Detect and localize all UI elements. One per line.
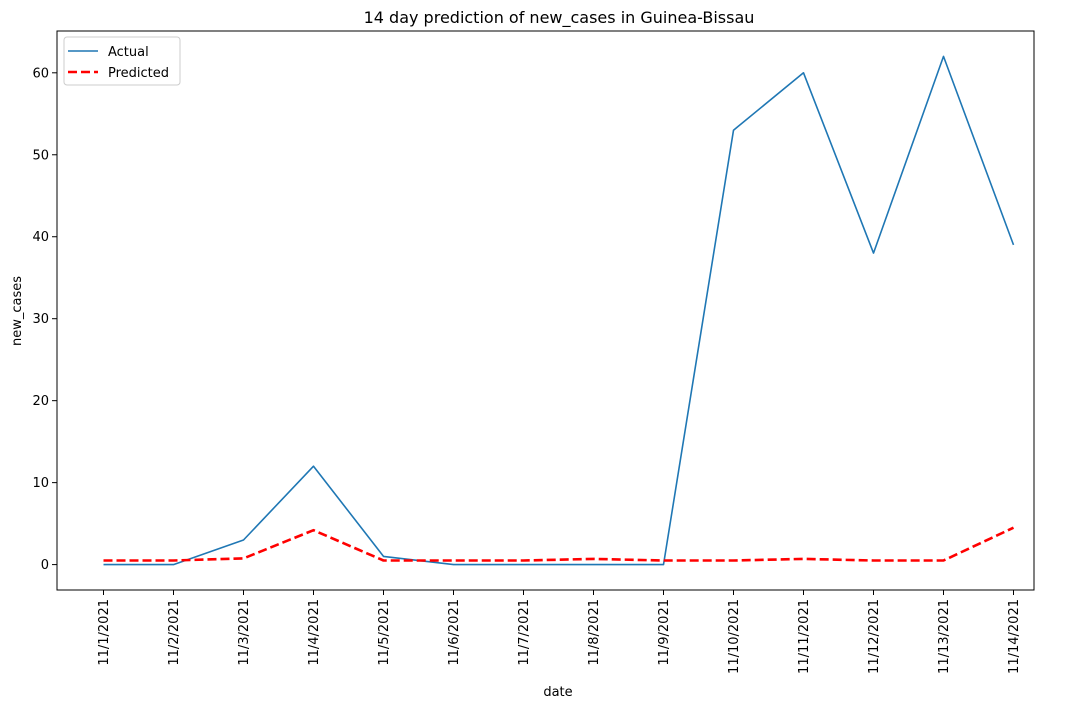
x-tick-label: 11/2/2021 xyxy=(167,599,182,666)
series-line-predicted xyxy=(103,526,1015,562)
x-tick-label: 11/12/2021 xyxy=(867,599,882,674)
series-layer xyxy=(103,55,1015,566)
y-tick-label: 40 xyxy=(32,230,49,245)
x-tick-label: 11/13/2021 xyxy=(937,599,952,674)
x-tick-label: 11/14/2021 xyxy=(1007,599,1022,674)
chart-title: 14 day prediction of new_cases in Guinea… xyxy=(364,8,755,28)
y-tick-label: 10 xyxy=(32,476,49,491)
y-axis-label: new_cases xyxy=(10,276,25,346)
y-tick-label: 20 xyxy=(32,394,49,409)
y-tick-label: 50 xyxy=(32,148,49,163)
x-tick-label: 11/8/2021 xyxy=(587,599,602,666)
y-tick-label: 0 xyxy=(41,558,49,573)
x-tick-label: 11/1/2021 xyxy=(97,599,112,666)
x-tick-label: 11/3/2021 xyxy=(237,599,252,666)
x-axis-label: date xyxy=(543,685,572,700)
x-tick-label: 11/10/2021 xyxy=(727,599,742,674)
y-axis: 0 10 20 30 40 50 60 xyxy=(32,66,57,573)
legend-box xyxy=(63,36,181,86)
x-tick-label: 11/4/2021 xyxy=(307,599,322,666)
x-tick-label: 11/6/2021 xyxy=(447,599,462,666)
legend-label-actual: Actual xyxy=(108,45,149,60)
x-tick-label: 11/11/2021 xyxy=(797,599,812,674)
y-tick-label: 60 xyxy=(32,66,49,81)
x-tick-label: 11/7/2021 xyxy=(517,599,532,666)
legend: Actual Predicted xyxy=(63,36,181,86)
x-axis: 11/1/2021 11/2/2021 11/3/2021 11/4/2021 11/5… xyxy=(97,590,1022,674)
legend-label-predicted: Predicted xyxy=(108,66,169,81)
x-tick-label: 11/9/2021 xyxy=(657,599,672,666)
plot-area xyxy=(56,30,1035,591)
y-tick-label: 30 xyxy=(32,312,49,327)
series-line-actual xyxy=(103,55,1015,566)
plot-frame xyxy=(56,30,1035,591)
x-tick-label: 11/5/2021 xyxy=(377,599,392,666)
